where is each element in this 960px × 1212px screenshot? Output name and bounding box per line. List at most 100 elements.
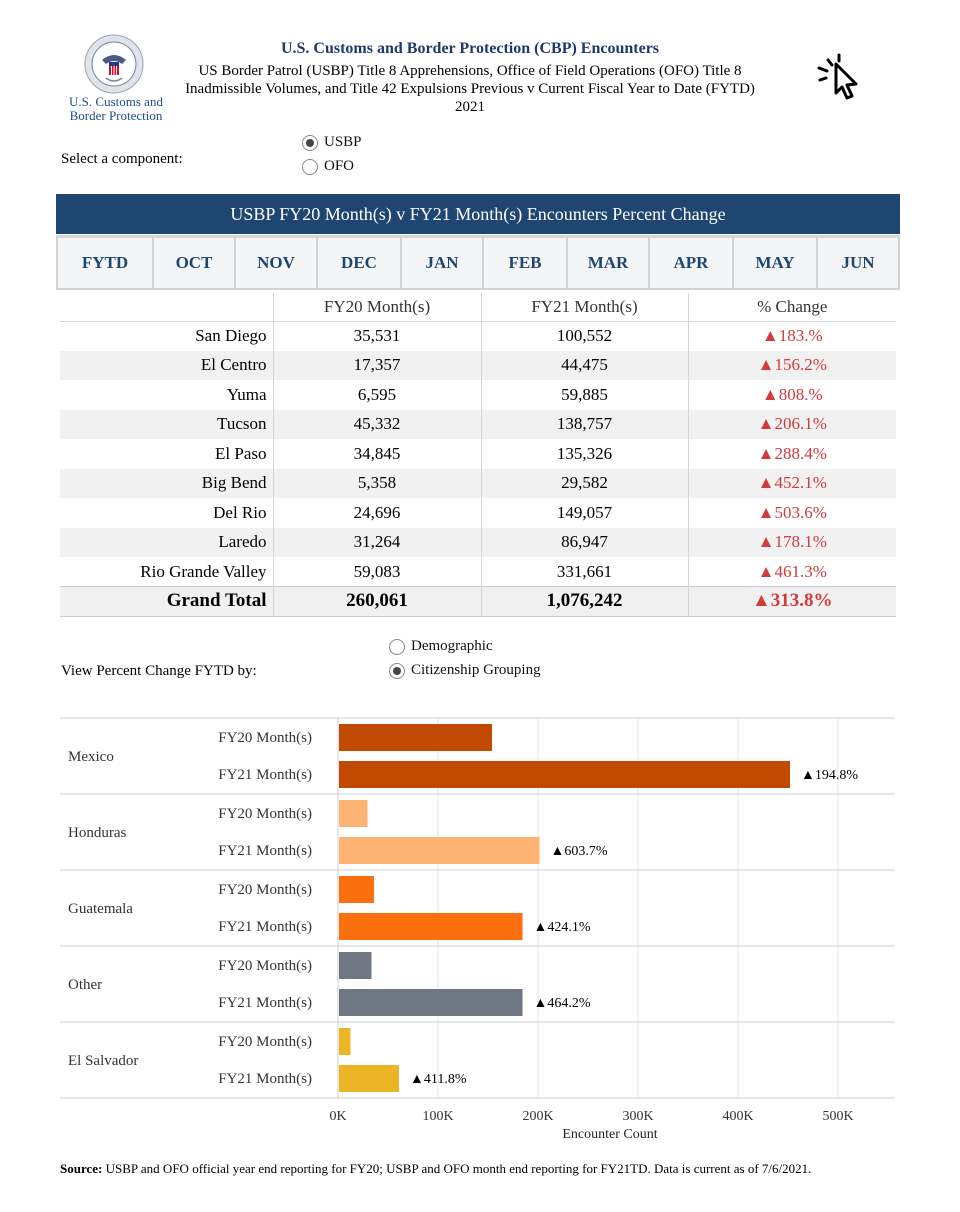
radio-dot-selected[interactable] bbox=[389, 662, 405, 679]
bar-label: FY21 Month(s) bbox=[218, 843, 312, 859]
radio-dot[interactable] bbox=[302, 158, 318, 175]
org-name: U.S. Customs and Border Protection bbox=[60, 95, 172, 123]
radio-demographic[interactable]: Demographic bbox=[389, 638, 493, 655]
table-row: Del Rio 24,696 149,057 ▲503.6% bbox=[60, 498, 896, 528]
citizenship-bar-chart: Mexico FY20 Month(s) FY21 Month(s) ▲194.8% H… bbox=[60, 717, 895, 1142]
bar-fy20 bbox=[339, 1028, 351, 1055]
row-sector: Rio Grande Valley bbox=[140, 561, 267, 581]
total-pct-change: ▲313.8% bbox=[687, 586, 896, 617]
cbp-seal-icon bbox=[84, 34, 144, 94]
x-tick-label: 300K bbox=[622, 1109, 653, 1124]
x-tick-label: 200K bbox=[522, 1109, 553, 1124]
row-pct-change: ▲461.3% bbox=[687, 557, 896, 587]
row-pct-change: ▲452.1% bbox=[687, 468, 896, 498]
tab-jun[interactable]: JUN bbox=[817, 236, 899, 289]
bar-label: FY20 Month(s) bbox=[218, 882, 312, 898]
table-row: Tucson 45,332 138,757 ▲206.1% bbox=[60, 409, 896, 439]
row-fy20: 45,332 bbox=[272, 409, 481, 439]
row-fy21: 59,885 bbox=[480, 380, 688, 410]
page-subtitle: US Border Patrol (USBP) Title 8 Apprehen… bbox=[185, 63, 755, 115]
row-fy20: 5,358 bbox=[272, 468, 481, 498]
row-fy20: 34,845 bbox=[272, 439, 481, 469]
bar-label: FY21 Month(s) bbox=[218, 919, 312, 935]
x-axis-title: Encounter Count bbox=[562, 1127, 657, 1142]
table-row: Big Bend 5,358 29,582 ▲452.1% bbox=[60, 468, 896, 498]
table-row: San Diego 35,531 100,552 ▲183.% bbox=[60, 321, 896, 351]
pointer-cursor-icon bbox=[817, 53, 858, 100]
encounters-table: FY20 Month(s) FY21 Month(s) % Change San… bbox=[60, 293, 896, 617]
total-fy20: 260,061 bbox=[272, 586, 481, 617]
radio-usbp[interactable]: USBP bbox=[302, 134, 362, 151]
view-select-label: View Percent Change FYTD by: bbox=[61, 663, 257, 679]
table-banner: USBP FY20 Month(s) v FY21 Month(s) Encou… bbox=[56, 194, 900, 234]
row-fy20: 24,696 bbox=[272, 498, 481, 528]
tab-mar[interactable]: MAR bbox=[567, 236, 649, 289]
bar-fy21 bbox=[339, 837, 540, 864]
data-label-change: ▲424.1% bbox=[534, 920, 591, 935]
grand-total-row: Grand Total 260,061 1,076,242 ▲313.8% bbox=[60, 586, 896, 617]
x-tick-label: 100K bbox=[422, 1109, 453, 1124]
tab-nov[interactable]: NOV bbox=[235, 236, 317, 289]
row-fy21: 135,326 bbox=[480, 439, 688, 469]
data-label-change: ▲194.8% bbox=[801, 768, 858, 783]
category-label: Mexico bbox=[68, 749, 114, 765]
bar-label: FY20 Month(s) bbox=[218, 730, 312, 746]
category-label: Other bbox=[68, 977, 102, 993]
component-select-label: Select a component: bbox=[61, 151, 183, 167]
source-text: USBP and OFO official year end reporting… bbox=[105, 1161, 812, 1176]
row-fy20: 17,357 bbox=[272, 350, 481, 380]
total-label: Grand Total bbox=[60, 586, 273, 617]
bar-label: FY21 Month(s) bbox=[218, 767, 312, 783]
x-tick-label: 0K bbox=[329, 1109, 346, 1124]
total-fy21: 1,076,242 bbox=[480, 586, 688, 617]
row-pct-change: ▲178.1% bbox=[687, 527, 896, 557]
table-row: El Centro 17,357 44,475 ▲156.2% bbox=[60, 350, 896, 380]
data-label-change: ▲464.2% bbox=[534, 996, 591, 1011]
radio-usbp-label: USBP bbox=[324, 134, 362, 150]
bar-fy20 bbox=[339, 800, 368, 827]
row-pct-change: ▲808.% bbox=[687, 380, 896, 410]
tab-jan[interactable]: JAN bbox=[401, 236, 483, 289]
data-label-change: ▲603.7% bbox=[551, 844, 608, 859]
radio-citizenship-label: Citizenship Grouping bbox=[411, 662, 541, 678]
row-fy21: 138,757 bbox=[480, 409, 688, 439]
tab-oct[interactable]: OCT bbox=[153, 236, 235, 289]
bar-label: FY20 Month(s) bbox=[218, 958, 312, 974]
header-sector bbox=[60, 293, 273, 322]
bar-fy21 bbox=[339, 913, 523, 940]
radio-ofo[interactable]: OFO bbox=[302, 158, 354, 175]
source-note: Source: USBP and OFO official year end r… bbox=[60, 1160, 860, 1177]
row-sector: Yuma bbox=[226, 384, 267, 404]
row-fy21: 44,475 bbox=[480, 350, 688, 380]
header-fy21: FY21 Month(s) bbox=[480, 293, 688, 322]
radio-dot[interactable] bbox=[389, 638, 405, 655]
header-fy20: FY20 Month(s) bbox=[272, 293, 481, 322]
table-row: Laredo 31,264 86,947 ▲178.1% bbox=[60, 527, 896, 557]
bar-fy20 bbox=[339, 724, 492, 751]
row-fy21: 29,582 bbox=[480, 468, 688, 498]
table-row: El Paso 34,845 135,326 ▲288.4% bbox=[60, 439, 896, 469]
row-pct-change: ▲206.1% bbox=[687, 409, 896, 439]
cbp-logo: U.S. Customs and Border Protection bbox=[60, 34, 172, 126]
row-pct-change: ▲183.% bbox=[687, 321, 896, 351]
row-pct-change: ▲503.6% bbox=[687, 498, 896, 528]
radio-citizenship-grouping[interactable]: Citizenship Grouping bbox=[389, 662, 541, 679]
tab-feb[interactable]: FEB bbox=[483, 236, 567, 289]
row-fy20: 6,595 bbox=[272, 380, 481, 410]
header-pct-change: % Change bbox=[687, 293, 896, 322]
org-name-line1: U.S. Customs and bbox=[69, 94, 163, 109]
category-label: Guatemala bbox=[68, 901, 133, 917]
row-sector: El Paso bbox=[215, 443, 267, 463]
row-sector: Del Rio bbox=[213, 502, 267, 522]
bar-label: FY21 Month(s) bbox=[218, 995, 312, 1011]
radio-demographic-label: Demographic bbox=[411, 638, 493, 654]
radio-dot-selected[interactable] bbox=[302, 134, 318, 151]
table-row: Yuma 6,595 59,885 ▲808.% bbox=[60, 380, 896, 410]
row-fy20: 31,264 bbox=[272, 527, 481, 557]
tab-dec[interactable]: DEC bbox=[317, 236, 401, 289]
tab-apr[interactable]: APR bbox=[649, 236, 733, 289]
row-sector: El Centro bbox=[60, 350, 273, 380]
row-fy20: 35,531 bbox=[272, 321, 481, 351]
tab-fytd[interactable]: FYTD bbox=[57, 236, 153, 289]
tab-may[interactable]: MAY bbox=[733, 236, 817, 289]
